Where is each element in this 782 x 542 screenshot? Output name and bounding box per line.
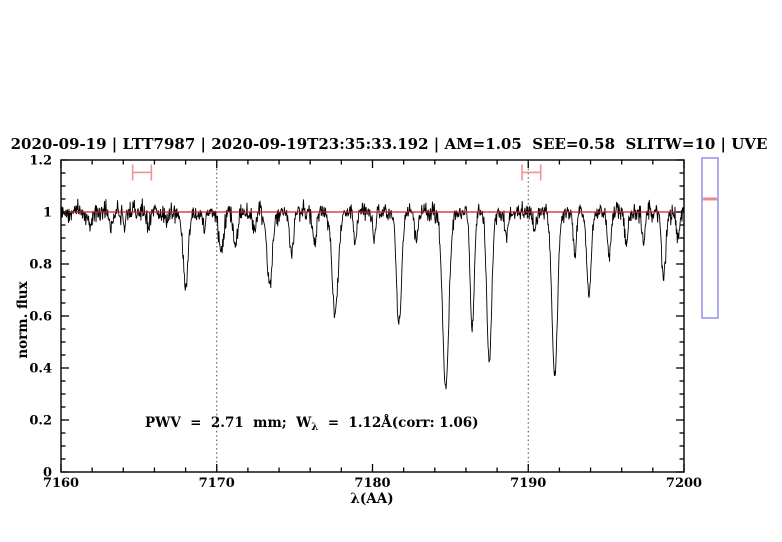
x-tick-labels: 7160 7170 7180 7190 7200	[43, 476, 702, 491]
y-tick-label: 0.8	[29, 258, 52, 273]
x-axis-label: λ(AA)	[350, 491, 393, 507]
pwv-annotation-prefix: PWV = 2.71 mm; W	[145, 415, 312, 431]
side-gauge-box	[701, 157, 719, 319]
x-tick-label: 7170	[199, 476, 235, 491]
y-tick-label: 0.4	[29, 362, 52, 377]
y-tick-label: 1	[43, 206, 52, 221]
y-tick-label: 0.6	[29, 310, 52, 325]
y-tick-label: 0.2	[29, 414, 52, 429]
range-markers	[131, 164, 542, 181]
pwv-annotation-subscript: λ	[311, 422, 318, 433]
y-tick-label: 1.2	[29, 154, 52, 169]
x-tick-label: 7190	[510, 476, 546, 491]
y-axis-label: norm. flux	[15, 280, 31, 358]
range-marker	[521, 164, 542, 181]
pwv-annotation-suffix: = 1.12Å(corr: 1.06)	[318, 415, 478, 431]
x-tick-label: 7160	[43, 476, 79, 491]
y-tick-labels: 0 0.2 0.4 0.6 0.8 1 1.2	[29, 154, 52, 481]
x-tick-label: 7200	[666, 476, 702, 491]
x-tick-label: 7180	[354, 476, 390, 491]
plot-title: 2020-09-19 | LTT7987 | 2020-09-19T23:35:…	[11, 135, 768, 153]
range-marker	[131, 164, 153, 181]
spectrum-polyline	[61, 198, 684, 390]
y-tick-label: 0	[43, 466, 52, 481]
side-gauge	[701, 157, 719, 319]
spectrum-trace	[61, 198, 684, 390]
pwv-annotation: PWV = 2.71 mm; Wλ = 1.12Å(corr: 1.06)	[145, 415, 479, 433]
plot-axes	[60, 159, 685, 473]
